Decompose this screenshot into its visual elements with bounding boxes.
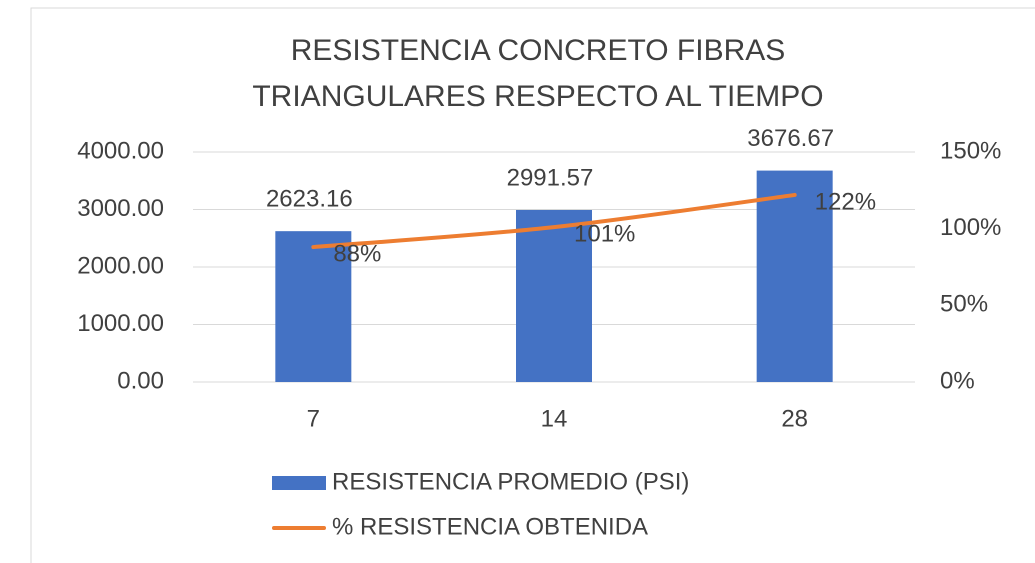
line-value-label: 101% [574, 220, 635, 247]
bar [275, 231, 352, 382]
line-value-label: 88% [333, 240, 381, 267]
y2-tick-label: 100% [940, 214, 1001, 241]
y-tick-label: 1000.00 [77, 310, 164, 337]
line [311, 192, 797, 250]
x-tick-label: 28 [781, 405, 808, 432]
legend-label: RESISTENCIA PROMEDIO (PSI) [332, 468, 689, 495]
bar-value-label: 2991.57 [507, 164, 594, 191]
chart-title: TRIANGULARES RESPECTO AL TIEMPO [252, 80, 823, 113]
y-tick-label: 3000.00 [77, 195, 164, 222]
x-tick-label: 14 [541, 405, 568, 432]
x-tick-label: 7 [307, 405, 320, 432]
bar [756, 170, 833, 382]
chart-title: RESISTENCIA CONCRETO FIBRAS [291, 34, 786, 67]
legend-swatch [272, 476, 326, 490]
bar [516, 209, 592, 382]
y2-tick-label: 50% [940, 291, 988, 318]
bar-value-label: 2623.16 [266, 186, 353, 213]
y-tick-label: 4000.00 [77, 137, 164, 164]
y2-tick-label: 0% [940, 367, 975, 394]
y2-tick-label: 150% [940, 137, 1001, 164]
bar-value-label: 3676.67 [747, 125, 834, 152]
line-value-label: 122% [815, 188, 876, 215]
y-tick-label: 2000.00 [77, 252, 164, 279]
y-tick-label: 0.00 [117, 367, 164, 394]
legend-label: % RESISTENCIA OBTENIDA [332, 513, 648, 540]
